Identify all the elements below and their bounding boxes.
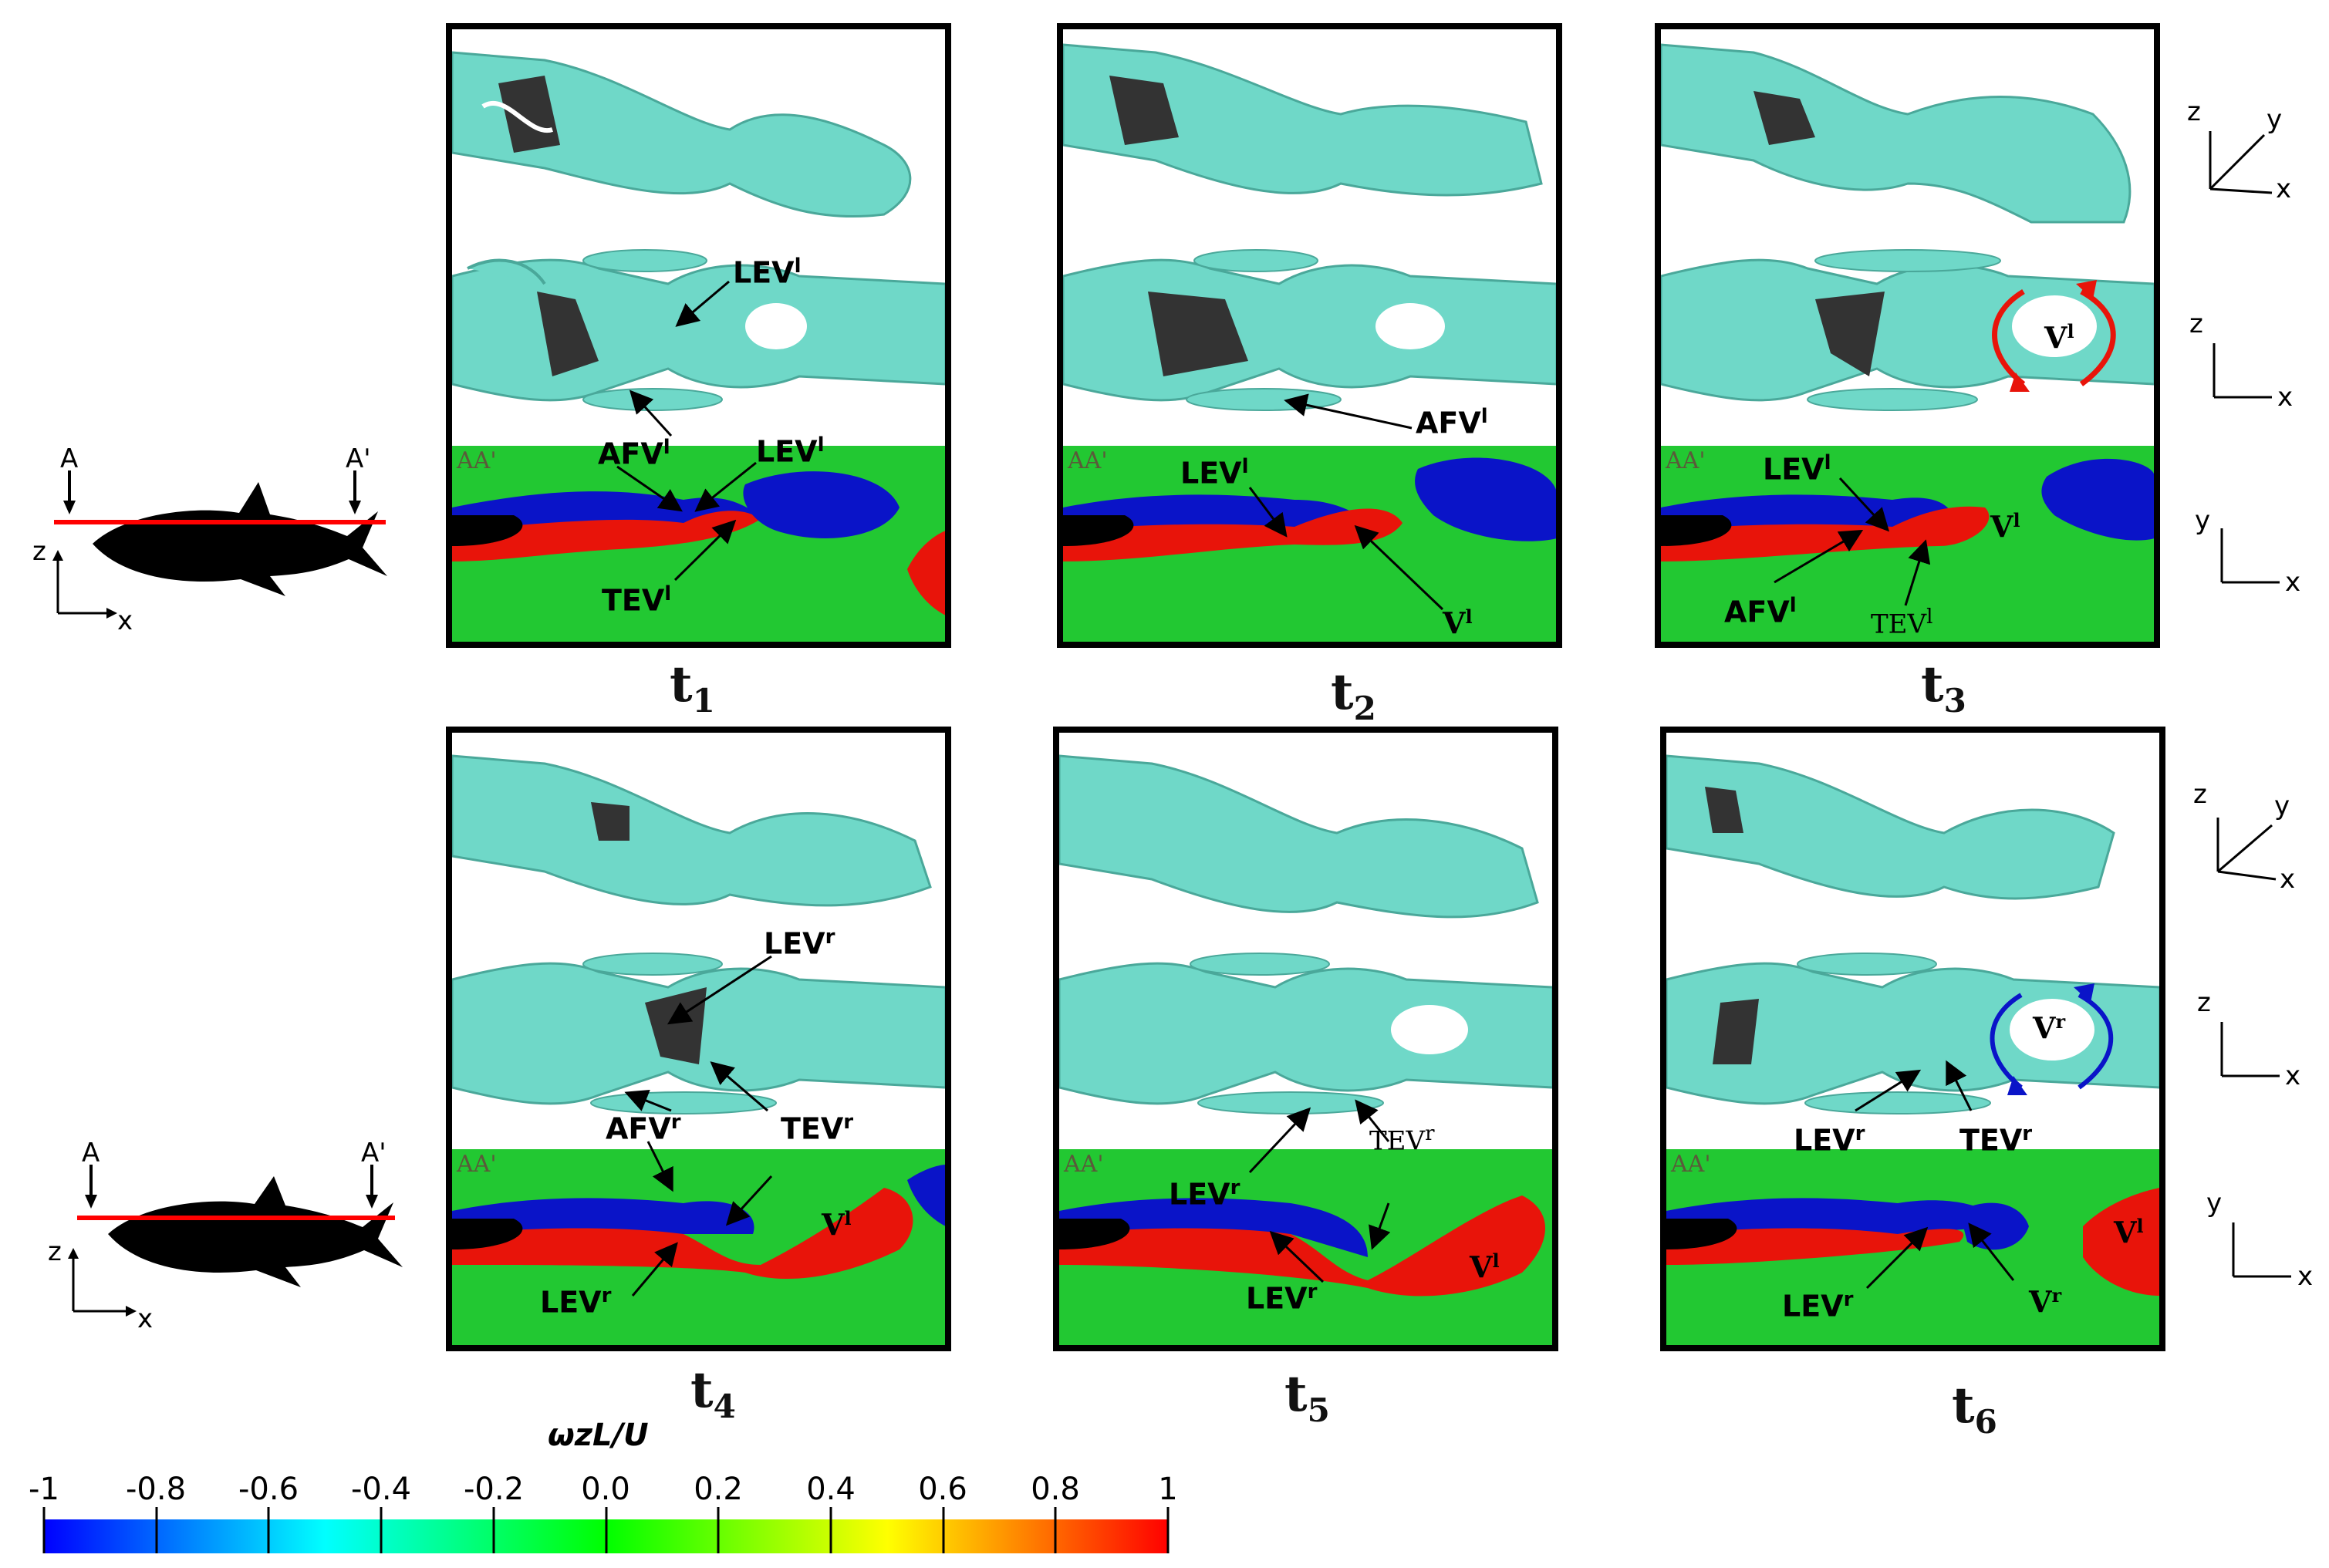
time-label-t6: t6: [1952, 1377, 1997, 1441]
axis-3d-x-label: x: [2280, 864, 2296, 895]
fish-axis-x-label: x: [137, 1303, 154, 1334]
label-lev-t4: LEVr: [540, 1284, 612, 1320]
axis-slice-y-label: y: [2206, 1188, 2223, 1219]
axis-side-z-label: z: [2197, 987, 2211, 1018]
label-tev-t4: TEVr: [781, 1111, 854, 1146]
colorbar-title: ωzL/U: [548, 1418, 649, 1453]
colorbar-tick: 0.0: [581, 1472, 630, 1507]
label-lev-t1: LEVl: [756, 433, 825, 469]
section-label: AA': [1671, 1151, 1711, 1178]
label-v-t6-bottom: Vr: [2029, 1284, 2062, 1320]
label-tev-t1: TEVl: [602, 582, 672, 618]
label-afv-t4: AFVr: [606, 1111, 681, 1146]
fish-cut-start-label: A: [82, 1138, 100, 1168]
label-v-t2: Vl: [1443, 605, 1473, 641]
label-v-t6-loop: Vr: [2033, 1010, 2066, 1046]
panel-t6: AA': [1660, 727, 2165, 1351]
panel-t4-graphic: [452, 754, 945, 1345]
label-v-t6: Vl: [2114, 1215, 2144, 1250]
label-afv-t1: AFVl: [598, 436, 670, 471]
axis-side-x-label: x: [2277, 382, 2294, 413]
fish-diagram-top: A A' z x: [32, 443, 409, 644]
section-label: AA': [457, 1151, 497, 1178]
label-tev-t3: TEVl: [1871, 605, 1933, 640]
fish-diagram-bottom: A A' z x: [48, 1138, 417, 1338]
colorbar: [42, 1507, 1170, 1553]
label-v-t5: Vl: [1470, 1249, 1500, 1285]
label-v-t3-loop: Vl: [2044, 320, 2074, 356]
fish-axis-z-label: z: [32, 536, 46, 567]
label-afv-t3: AFVl: [1724, 594, 1797, 629]
axis-3d-x-label: x: [2276, 174, 2292, 204]
section-label: AA': [1064, 1151, 1104, 1178]
panel-t6-graphic: [1666, 754, 2159, 1345]
axis-3d-y-label: y: [2267, 104, 2283, 135]
label-lev-t6: LEVr: [1782, 1288, 1854, 1324]
panel-t3-graphic: [1661, 43, 2154, 642]
label-lev-t5-top: LEVr: [1169, 1176, 1240, 1212]
label-tev-t5: TEVr: [1369, 1122, 1435, 1157]
section-label: AA': [1666, 447, 1706, 474]
panel-t1-graphic: [452, 51, 945, 642]
axis-side-z-label: z: [2189, 309, 2203, 339]
fish-cut-end-label: A': [346, 443, 371, 474]
fish-cut-start-label: A: [60, 443, 79, 474]
axis-3d-y-label: y: [2274, 791, 2290, 821]
panel-t3: AA': [1655, 23, 2160, 648]
panel-t2: AA': [1057, 23, 1562, 648]
label-lev-t3: LEVl: [1763, 451, 1831, 487]
label-lev-t2: LEVl: [1180, 455, 1249, 491]
colorbar-tick: 0.4: [806, 1472, 856, 1507]
axis-slice-x-label: x: [2285, 567, 2301, 598]
label-lev-t4-top: LEVr: [764, 926, 835, 961]
colorbar-tick: 1: [1158, 1472, 1178, 1507]
section-label: AA': [457, 447, 497, 474]
colorbar-tick: -0.6: [238, 1472, 299, 1507]
colorbar-tick: -0.8: [125, 1472, 187, 1507]
axis-slice-y-label: y: [2195, 505, 2211, 536]
axis-slice-x-label: x: [2297, 1261, 2314, 1292]
panel-t2-graphic: [1063, 43, 1556, 642]
section-label: AA': [1068, 447, 1108, 474]
fish-cut-end-label: A': [361, 1138, 386, 1168]
label-v-t3: Vl: [1990, 509, 2020, 545]
fish-axis-x-label: x: [117, 605, 133, 636]
colorbar-tick: -0.4: [350, 1472, 412, 1507]
fish-axis-z-label: z: [48, 1236, 62, 1267]
label-tev-t6: TEVr: [1959, 1122, 2033, 1158]
panel-t1: AA': [446, 23, 951, 648]
time-label-t5: t5: [1284, 1365, 1330, 1429]
label-lev-t5: LEVr: [1246, 1280, 1318, 1316]
colorbar-tick: 0.2: [694, 1472, 743, 1507]
colorbar-tick: -1: [29, 1472, 59, 1507]
time-label-t4: t4: [690, 1361, 736, 1425]
time-label-t1: t1: [670, 656, 715, 720]
colorbar-tick: -0.2: [463, 1472, 525, 1507]
colorbar-tick: 0.6: [918, 1472, 967, 1507]
axis-side-x-label: x: [2285, 1061, 2301, 1091]
axis-3d-z-label: z: [2187, 96, 2201, 127]
panel-t4: AA': [446, 727, 951, 1351]
time-label-t3: t3: [1921, 656, 1966, 720]
label-v-t4: Vl: [822, 1207, 852, 1243]
axis-3d-z-label: z: [2193, 779, 2207, 810]
label-afv-t2: AFVl: [1416, 405, 1488, 440]
time-label-t2: t2: [1331, 663, 1376, 727]
label-lev-t1-top: LEVl: [733, 255, 802, 290]
label-lev-t6-top: LEVr: [1794, 1122, 1865, 1158]
colorbar-tick: 0.8: [1031, 1472, 1080, 1507]
